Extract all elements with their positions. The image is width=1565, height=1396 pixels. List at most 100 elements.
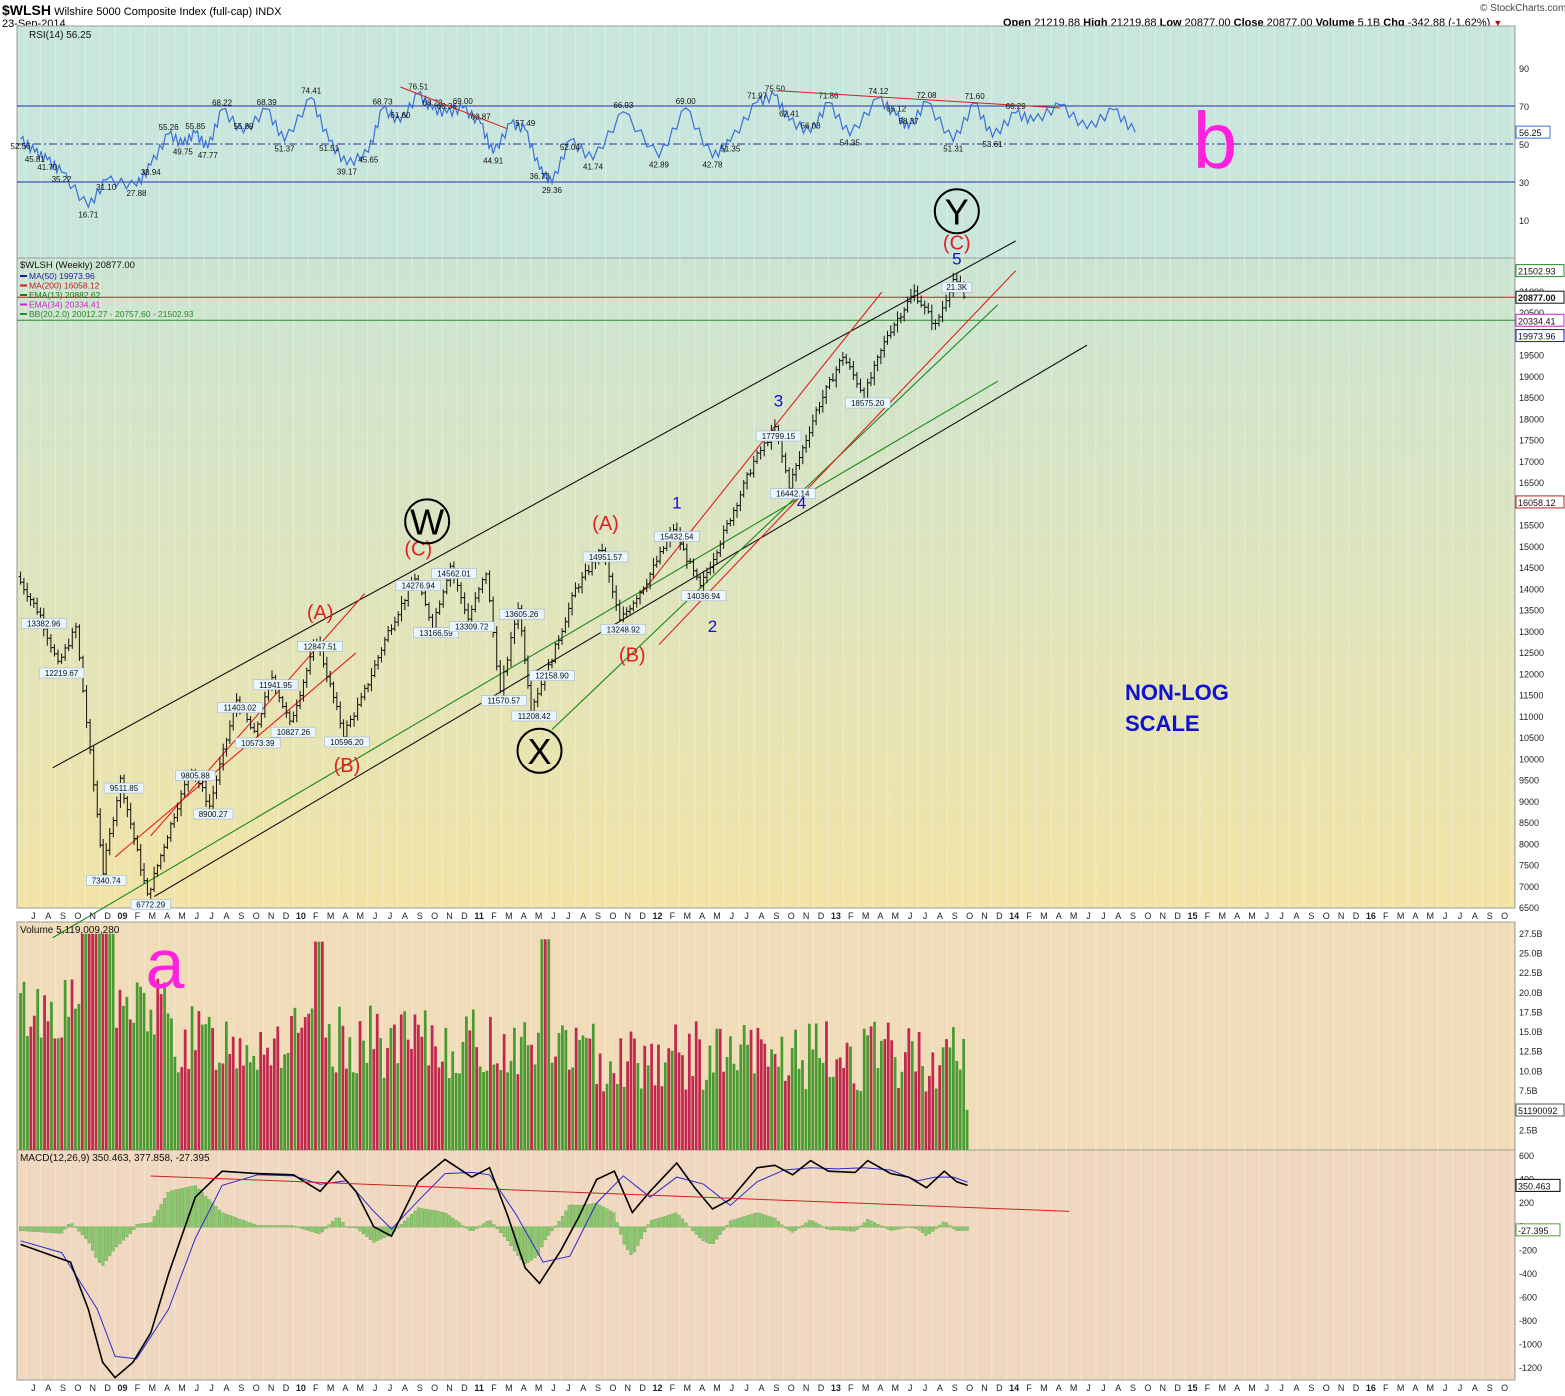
axis-label: D xyxy=(1174,1383,1181,1393)
macd-histogram-bar xyxy=(372,1226,376,1243)
volume-bar xyxy=(87,933,91,1150)
macd-histogram-bar xyxy=(159,1204,163,1228)
macd-histogram-bar xyxy=(656,1218,660,1228)
axis-label: J xyxy=(1443,1383,1448,1393)
axis-label: S xyxy=(238,911,244,921)
macd-histogram-bar xyxy=(824,1226,829,1230)
price-tick-label: 15000 xyxy=(1519,542,1544,552)
axis-label: M xyxy=(535,1383,543,1393)
volume-bar xyxy=(358,1021,362,1150)
macd-histogram-bar xyxy=(571,1204,575,1228)
legend-item: BB(20,2.0) 20012.27 - 20757.60 - 21502.9… xyxy=(29,309,194,319)
macd-histogram-bar xyxy=(166,1192,170,1228)
axis-label: 16 xyxy=(1366,1383,1376,1393)
volume-bar xyxy=(423,1010,427,1150)
axis-label: S xyxy=(1130,911,1136,921)
big-letter-a: a xyxy=(146,925,185,1003)
macd-histogram-bar xyxy=(694,1226,698,1235)
axis-label: J xyxy=(195,911,200,921)
price-panel: 6500700075008000850090009500100001050011… xyxy=(17,188,1565,939)
volume-bar xyxy=(921,1066,924,1150)
macd-histogram-bar xyxy=(862,1222,866,1228)
macd-histogram-bar xyxy=(156,1210,160,1228)
volume-bar xyxy=(855,1089,859,1150)
macd-histogram-bar xyxy=(667,1214,671,1228)
axis-label: J xyxy=(195,1383,200,1393)
macd-histogram-bar xyxy=(564,1210,568,1228)
wave-label-circled: Y xyxy=(945,191,969,232)
volume-bar xyxy=(674,1024,677,1150)
macd-histogram-bar xyxy=(39,1226,43,1233)
axis-label: S xyxy=(60,911,66,921)
green-channel-upper xyxy=(551,304,999,730)
volume-bar xyxy=(711,1072,715,1150)
volume-bar xyxy=(729,1036,732,1150)
volume-bar xyxy=(324,1037,328,1150)
volume-bar xyxy=(890,1040,894,1150)
macd-histogram-bar xyxy=(145,1222,149,1228)
axis-label: A xyxy=(45,911,51,921)
volume-bar xyxy=(43,995,46,1150)
volume-bar xyxy=(506,1072,509,1150)
volume-bar xyxy=(629,1031,633,1150)
macd-histogram-bar xyxy=(289,1225,294,1228)
price-label-box xyxy=(449,621,495,632)
volume-bar xyxy=(615,1084,619,1150)
macd-histogram-bar xyxy=(488,1220,492,1228)
price-right-box xyxy=(1515,495,1565,509)
macd-histogram-bar xyxy=(728,1220,732,1228)
macd-histogram-bar xyxy=(351,1226,355,1228)
axis-label: N xyxy=(803,911,810,921)
volume-bar xyxy=(749,1029,753,1150)
axis-label: N xyxy=(1338,1383,1345,1393)
rsi-trendline xyxy=(778,90,1061,109)
volume-panel: 2.5B5.0B7.5B10.0B12.5B15.0B17.5B20.0B22.… xyxy=(19,925,1565,1150)
macd-histogram-bar xyxy=(399,1224,403,1228)
axis-label: F xyxy=(491,911,497,921)
volume-bar xyxy=(588,1038,592,1150)
axis-label: F xyxy=(1383,1383,1389,1393)
macd-histogram-bar xyxy=(910,1226,914,1229)
axis-label: O xyxy=(1323,1383,1330,1393)
volume-bar xyxy=(924,1091,928,1150)
macd-histogram-bar xyxy=(605,1208,609,1228)
axis-label: D xyxy=(104,911,111,921)
rsi-value-label: 51.35 xyxy=(720,144,741,153)
macd-histogram-bar xyxy=(958,1226,962,1231)
volume-bar xyxy=(19,993,22,1150)
axis-label: O xyxy=(253,911,260,921)
symbol: $WLSH xyxy=(2,2,51,18)
macd-histogram-bar xyxy=(49,1226,53,1233)
axis-label: M xyxy=(713,1383,721,1393)
price-label-box xyxy=(845,397,891,409)
macd-histogram-bar xyxy=(416,1207,420,1228)
red-channel-1a xyxy=(150,593,366,837)
macd-histogram-bar xyxy=(29,1226,33,1232)
axis-label: N xyxy=(1338,911,1345,921)
macd-histogram-bar xyxy=(680,1218,684,1228)
macd-histogram-bar xyxy=(804,1222,808,1228)
rsi-tick-label: 30 xyxy=(1519,178,1529,188)
macd-histogram-bar xyxy=(293,1225,297,1228)
volume-bar xyxy=(447,1078,451,1150)
volume-bar xyxy=(303,1017,307,1150)
volume-bar xyxy=(255,1069,259,1150)
macd-histogram-bar xyxy=(955,1226,959,1231)
axis-label: S xyxy=(238,1383,244,1393)
volume-bar xyxy=(471,1009,475,1150)
rsi-value-label: 27.88 xyxy=(126,189,147,198)
axis-label: A xyxy=(1115,1383,1121,1393)
volume-bar xyxy=(125,996,129,1150)
axis-label: J xyxy=(908,911,913,921)
axis-label: A xyxy=(1412,911,1418,921)
volume-bar xyxy=(101,933,105,1150)
macd-histogram-bar xyxy=(533,1226,537,1258)
price-label-box xyxy=(86,875,127,886)
macd-histogram-bar xyxy=(389,1226,393,1235)
price-label-box xyxy=(324,736,370,748)
macd-histogram-bar xyxy=(53,1226,57,1234)
macd-x-axis: J A S O N D 09 F M A M J J A S O N D 10 F M A M J J A S O N D 11 F M A M J J… xyxy=(31,1383,1508,1393)
volume-bar xyxy=(427,1065,431,1150)
price-tick-label: 13500 xyxy=(1519,606,1544,616)
axis-label: O xyxy=(253,1383,260,1393)
